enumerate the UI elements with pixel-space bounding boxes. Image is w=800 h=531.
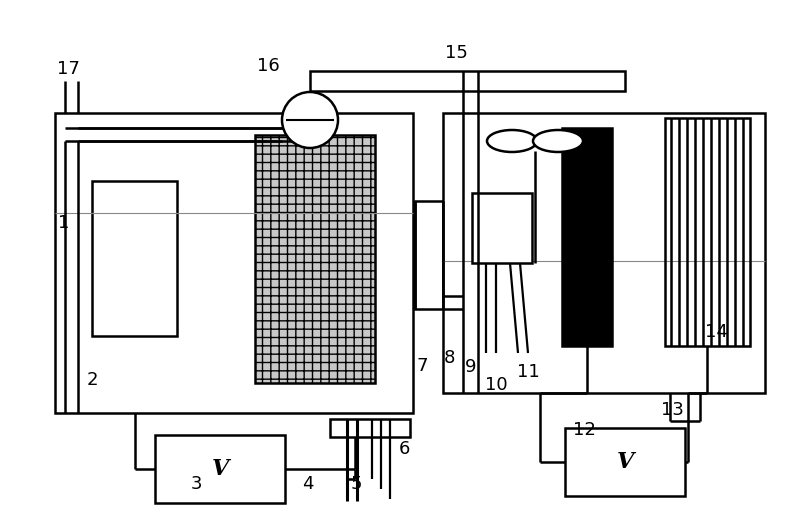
Text: 15: 15 [445, 44, 467, 62]
Text: 1: 1 [58, 214, 70, 232]
Text: 5: 5 [350, 475, 362, 493]
Text: 3: 3 [190, 475, 202, 493]
Text: V: V [211, 458, 229, 480]
Ellipse shape [487, 130, 537, 152]
Text: 17: 17 [57, 60, 79, 78]
Text: 4: 4 [302, 475, 314, 493]
Bar [565, 428, 685, 496]
Text: 7: 7 [417, 357, 428, 375]
Ellipse shape [533, 130, 583, 152]
Bar [562, 128, 612, 346]
Text: 10: 10 [485, 376, 507, 394]
Bar [55, 113, 413, 413]
Bar [330, 419, 410, 437]
Text: 8: 8 [444, 349, 455, 367]
Text: 9: 9 [465, 358, 476, 376]
Bar [665, 118, 750, 346]
Text: 13: 13 [661, 401, 683, 419]
Text: 14: 14 [705, 323, 727, 341]
Bar [92, 181, 177, 336]
Text: V: V [616, 451, 634, 473]
Text: 2: 2 [86, 371, 98, 389]
Bar [255, 135, 375, 383]
Bar [472, 193, 532, 263]
Text: 16: 16 [257, 57, 279, 75]
Bar [155, 435, 285, 503]
Circle shape [282, 92, 338, 148]
Text: 6: 6 [398, 440, 410, 458]
Bar [415, 201, 443, 309]
Bar [310, 71, 625, 91]
Text: 11: 11 [517, 363, 539, 381]
Bar [443, 113, 765, 393]
Text: 12: 12 [573, 421, 595, 439]
